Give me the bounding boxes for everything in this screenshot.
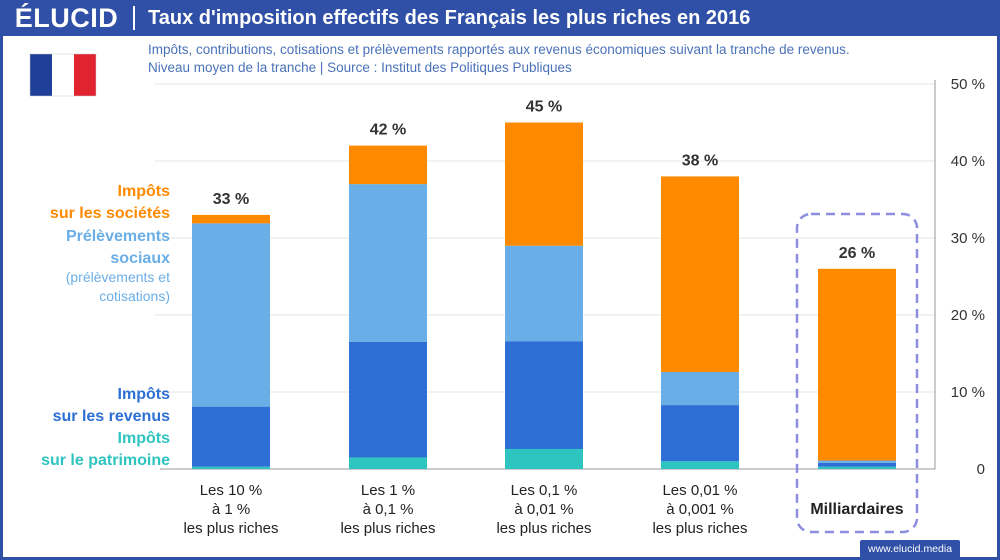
header-bar: ÉLUCID Taux d'imposition effectifs des F… [0, 0, 1000, 36]
bar-total-label: 45 % [526, 99, 562, 116]
bar-segment-social [192, 223, 270, 407]
legend-social-note: (prélèvements et [66, 269, 170, 285]
legend-social-levies: sociaux [110, 250, 170, 267]
y-tick-label: 10 % [951, 384, 985, 401]
x-category-label: à 0,001 % [666, 501, 734, 518]
bar-total-label: 33 % [213, 191, 249, 208]
bar-segment-social [505, 245, 583, 342]
x-category-label: Les 10 % [200, 482, 263, 499]
y-tick-label: 20 % [951, 307, 985, 324]
bar-segment-corporate [818, 268, 896, 461]
subtitle-line-2: Niveau moyen de la tranche | Source : In… [148, 60, 572, 75]
brand-logo[interactable]: ÉLUCID [14, 3, 119, 33]
x-category-label: à 0,1 % [363, 501, 414, 518]
x-category-label: les plus riches [652, 520, 747, 537]
bar-segment-wealth [192, 466, 270, 469]
y-tick-label: 30 % [951, 230, 985, 247]
y-tick-label: 0 [977, 461, 985, 478]
footer-corner-icon [960, 541, 980, 555]
bar-segment-wealth [505, 448, 583, 469]
bar-total-label: 38 % [682, 152, 718, 169]
chart-subtitle: Impôts, contributions, cotisations et pr… [148, 41, 850, 77]
x-category-label: à 0,01 % [514, 501, 573, 518]
legend-wealth-tax: Impôts [118, 430, 171, 447]
x-category-label: les plus riches [496, 520, 591, 537]
french-flag-icon [29, 53, 97, 97]
bar-total-label: 26 % [839, 245, 875, 262]
subtitle-line-1: Impôts, contributions, cotisations et pr… [148, 42, 850, 57]
x-category-label: les plus riches [183, 520, 278, 537]
x-category-label: les plus riches [340, 520, 435, 537]
bar-segment-corporate [192, 214, 270, 224]
billionaires-highlight-box [795, 212, 919, 534]
bar-segment-income [349, 341, 427, 458]
bar-segment-corporate [349, 145, 427, 185]
bar-segment-social [661, 371, 739, 406]
x-category-label: à 1 % [212, 501, 250, 518]
legend-corporate-tax: Impôts [118, 183, 171, 200]
bar-segment-income [192, 406, 270, 467]
x-category-label: Les 0,01 % [662, 482, 737, 499]
footer-url[interactable]: www.elucid.media [860, 540, 961, 558]
bar-segment-income [505, 341, 583, 449]
legend-social-note: cotisations) [99, 288, 170, 304]
x-category-label: Milliardaires [810, 501, 903, 518]
legend-income-tax: Impôts [118, 386, 171, 403]
y-tick-label: 50 % [951, 76, 985, 93]
y-tick-label: 40 % [951, 153, 985, 170]
bar-segment-social [349, 184, 427, 342]
header-divider [133, 6, 135, 30]
legend-income-tax: sur les revenus [53, 408, 171, 425]
x-category-label: Les 1 % [361, 482, 415, 499]
legend-social-levies: Prélèvements [66, 228, 170, 245]
bar-segment-social [818, 460, 896, 463]
bar-segment-corporate [661, 176, 739, 372]
bar-segment-wealth [661, 461, 739, 469]
bar-segment-corporate [505, 122, 583, 246]
chart-title: Taux d'imposition effectifs des Français… [148, 7, 751, 29]
legend-wealth-tax: sur le patrimoine [41, 452, 170, 469]
bar-segment-wealth [818, 466, 896, 469]
bar-segment-wealth [349, 457, 427, 469]
bar-segment-income [661, 405, 739, 462]
bar-total-label: 42 % [370, 122, 406, 139]
legend-corporate-tax: sur les sociétés [50, 205, 170, 222]
bar-segment-income [818, 462, 896, 467]
x-category-label: Les 0,1 % [511, 482, 578, 499]
